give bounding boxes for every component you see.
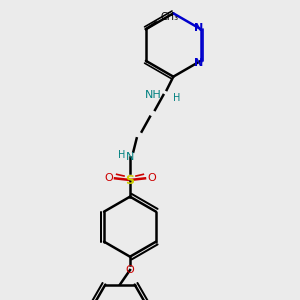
Text: O: O [126,265,134,275]
Text: CH₃: CH₃ [161,13,179,22]
Text: N: N [126,152,134,162]
Text: H: H [118,150,125,160]
Text: NH: NH [145,90,162,100]
Text: S: S [125,173,134,187]
Text: O: O [147,173,156,183]
Text: O: O [104,173,113,183]
Text: H: H [173,93,180,103]
Text: N: N [194,58,204,68]
Text: N: N [194,22,204,32]
